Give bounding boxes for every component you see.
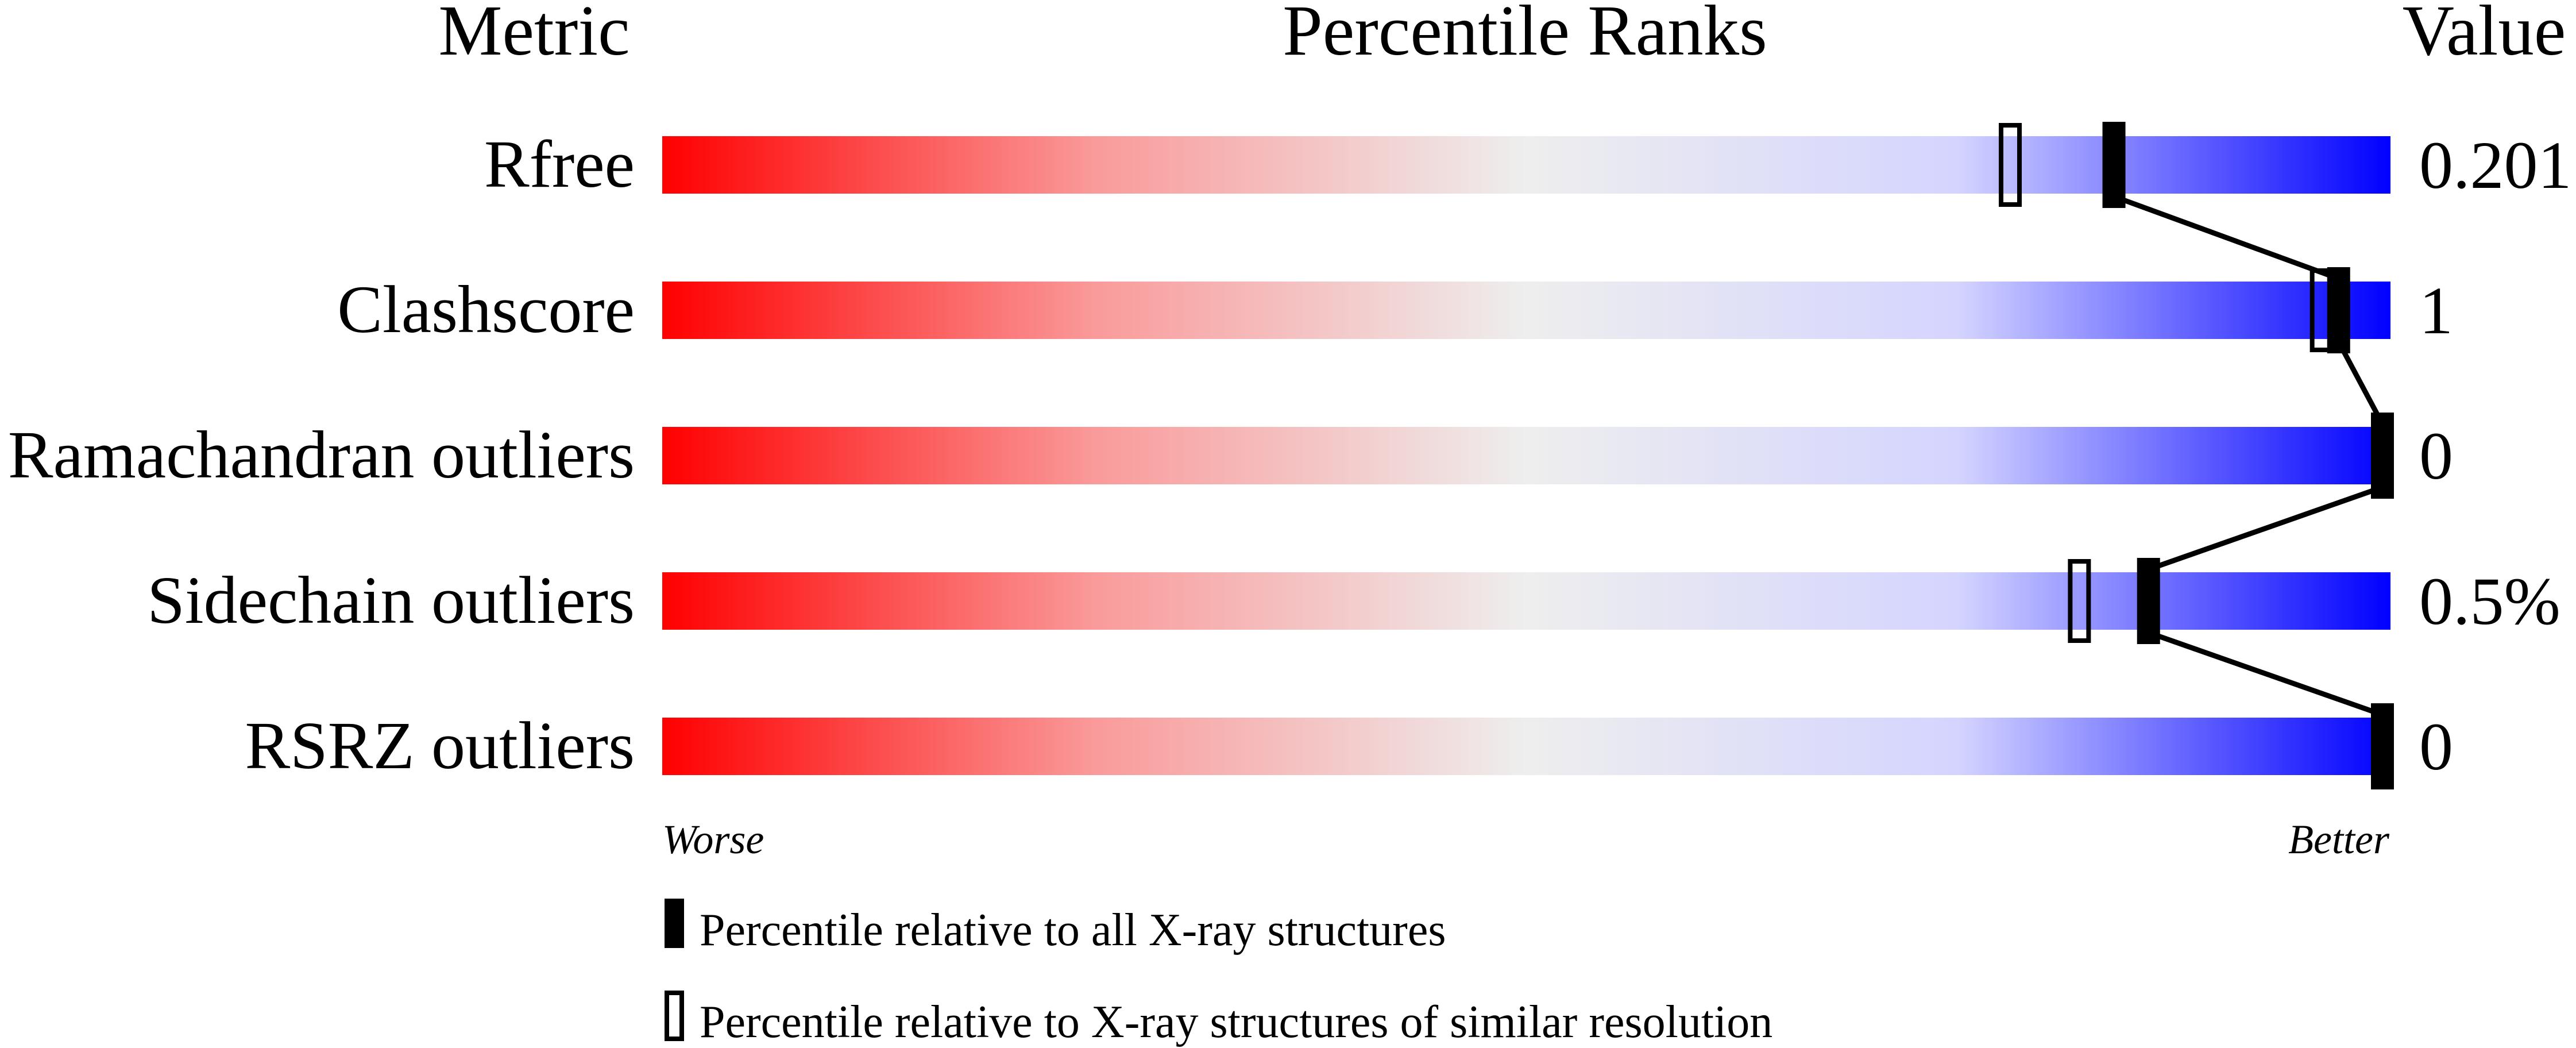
- marker-all-structures: [2371, 413, 2394, 499]
- connector-line: [2336, 340, 2385, 426]
- metric-bar: [662, 427, 2390, 484]
- axis-label-worse: Worse: [662, 816, 764, 862]
- legend-open-marker: [665, 991, 684, 1041]
- header-metric: Metric: [438, 0, 629, 71]
- metric-value: 0: [2419, 418, 2453, 494]
- metric-label: RSRZ outliers: [245, 708, 635, 783]
- marker-all-structures: [2137, 558, 2160, 644]
- metric-value: 0.201: [2419, 128, 2572, 203]
- metric-bar: [662, 718, 2390, 775]
- axis-label-better: Better: [2288, 816, 2390, 862]
- metric-label: Clashscore: [337, 272, 635, 347]
- metric-label: Rfree: [484, 126, 635, 202]
- marker-all-structures: [2371, 703, 2394, 789]
- metric-label: Sidechain outliers: [147, 562, 635, 638]
- metric-value: 0: [2419, 709, 2453, 784]
- metric-bar: [662, 282, 2390, 339]
- metric-bar: [662, 572, 2390, 630]
- connector-line: [2148, 630, 2384, 718]
- header-value: Value: [2403, 0, 2566, 71]
- connector-line: [2148, 484, 2384, 572]
- legend-filled-marker: [665, 899, 684, 948]
- connector-line: [2113, 194, 2340, 282]
- metric-bar: [662, 136, 2390, 194]
- marker-similar-resolution: [1999, 123, 2022, 207]
- legend-open-label: Percentile relative to X-ray structures …: [700, 997, 1772, 1047]
- marker-all-structures: [2102, 122, 2126, 208]
- marker-similar-resolution: [2068, 559, 2091, 643]
- header-percentile-ranks: Percentile Ranks: [1283, 0, 1767, 71]
- metric-value: 1: [2419, 273, 2453, 348]
- metric-label: Ramachandran outliers: [8, 417, 635, 492]
- metric-value: 0.5%: [2419, 564, 2560, 639]
- marker-all-structures: [2327, 267, 2350, 353]
- legend-filled-label: Percentile relative to all X-ray structu…: [700, 905, 1446, 955]
